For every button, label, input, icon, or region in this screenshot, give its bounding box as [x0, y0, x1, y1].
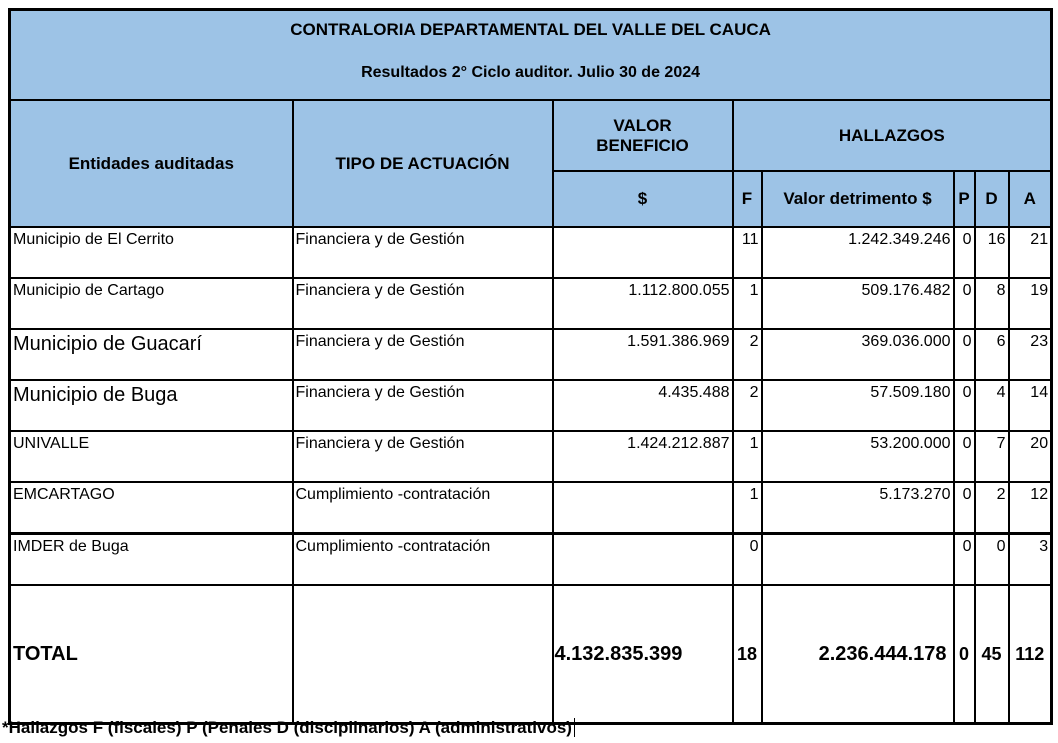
- table-row-el-cerrito: Municipio de El Cerrito Financiera y de …: [8, 227, 1053, 279]
- cell-findings-d: 8: [973, 278, 1010, 330]
- col-header-benefit-line1: VALOR: [613, 115, 672, 135]
- cell-findings-f: 1: [731, 482, 763, 535]
- cell-findings-p: 0: [952, 227, 976, 279]
- cell-benefit-value: [551, 227, 734, 279]
- total-label: TOTAL: [8, 585, 294, 725]
- cell-findings-d: 4: [973, 380, 1010, 432]
- cell-entity: Municipio de Buga: [8, 380, 294, 432]
- cell-findings-p: 0: [952, 431, 976, 483]
- cell-entity: UNIVALLE: [8, 431, 294, 483]
- total-findings-a: 112: [1007, 585, 1053, 725]
- cell-findings-f: 11: [731, 227, 763, 279]
- total-findings-f: 18: [731, 585, 763, 725]
- total-findings-d: 45: [973, 585, 1010, 725]
- cell-findings-a: 23: [1007, 329, 1053, 381]
- cell-findings-d: 6: [973, 329, 1010, 381]
- cell-findings-a: 20: [1007, 431, 1053, 483]
- footnote-text: *Hallazgos F (fiscales) P (Penales D (di…: [2, 718, 572, 737]
- cell-entity: EMCARTAGO: [8, 482, 294, 535]
- col-header-p: P: [952, 171, 976, 228]
- cell-action-type: Financiera y de Gestión: [291, 227, 554, 279]
- cell-detriment-value: 509.176.482: [760, 278, 955, 330]
- total-findings-p: 0: [952, 585, 976, 725]
- cell-action-type: Cumplimiento -contratación: [291, 533, 554, 586]
- cell-detriment-value: [760, 533, 955, 586]
- col-header-f: F: [731, 171, 763, 228]
- cell-findings-d: 16: [973, 227, 1010, 279]
- cell-findings-f: 0: [731, 533, 763, 586]
- cell-findings-f: 2: [731, 329, 763, 381]
- cell-findings-d: 0: [973, 533, 1010, 586]
- cell-benefit-value: [551, 482, 734, 535]
- cell-detriment-value: 1.242.349.246: [760, 227, 955, 279]
- cell-benefit-value: 1.424.212.887: [551, 431, 734, 483]
- cell-findings-a: 3: [1007, 533, 1053, 586]
- col-header-action-type: TIPO DE ACTUACIÓN: [291, 100, 554, 228]
- table-row-emcartago: EMCARTAGO Cumplimiento -contratación 1 5…: [8, 482, 1053, 535]
- table-row-buga: Municipio de Buga Financiera y de Gestió…: [8, 380, 1053, 432]
- cell-entity: IMDER de Buga: [8, 533, 294, 586]
- cell-findings-d: 2: [973, 482, 1010, 535]
- cell-findings-a: 14: [1007, 380, 1053, 432]
- header-row-1: Entidades auditadas TIPO DE ACTUACIÓN VA…: [8, 100, 1053, 228]
- cell-benefit-value: 1.112.800.055: [551, 278, 734, 330]
- cell-findings-f: 2: [731, 380, 763, 432]
- header-row-2: $ F Valor detrimento $ P D A: [10, 171, 1053, 228]
- cell-findings-p: 0: [952, 329, 976, 381]
- cell-detriment-value: 53.200.000: [760, 431, 955, 483]
- cell-action-type: Financiera y de Gestión: [291, 431, 554, 483]
- col-header-findings-group: HALLAZGOS: [731, 100, 1053, 172]
- col-header-d: D: [973, 171, 1010, 228]
- cell-detriment-value: 369.036.000: [760, 329, 955, 381]
- cell-benefit-value: 4.435.488: [551, 380, 734, 432]
- cell-entity: Municipio de Guacarí: [8, 329, 294, 381]
- cell-findings-p: 0: [952, 278, 976, 330]
- report-title: CONTRALORIA DEPARTAMENTAL DEL VALLE DEL …: [290, 20, 771, 39]
- col-header-detriment: Valor detrimento $: [760, 171, 955, 228]
- total-action-type: [291, 585, 554, 725]
- cell-entity: Municipio de Cartago: [8, 278, 294, 330]
- table-row-cartago: Municipio de Cartago Financiera y de Ges…: [8, 278, 1053, 330]
- cell-findings-p: 0: [952, 482, 976, 535]
- report-subtitle: Resultados 2° Ciclo auditor. Julio 30 de…: [361, 64, 701, 81]
- col-header-benefit: VALOR BENEFICIO: [551, 100, 734, 172]
- table-row-univalle: UNIVALLE Financiera y de Gestión 1.424.2…: [8, 431, 1053, 483]
- title-cell: CONTRALORIA DEPARTAMENTAL DEL VALLE DEL …: [8, 9, 1053, 101]
- cell-findings-p: 0: [952, 380, 976, 432]
- cell-findings-a: 21: [1007, 227, 1053, 279]
- cell-action-type: Financiera y de Gestión: [291, 329, 554, 381]
- table-row-guacari: Municipio de Guacarí Financiera y de Ges…: [8, 329, 1053, 381]
- footnote: *Hallazgos F (fiscales) P (Penales D (di…: [2, 718, 575, 738]
- cell-findings-d: 7: [973, 431, 1010, 483]
- text-cursor: [573, 718, 575, 737]
- table-row-imder: IMDER de Buga Cumplimiento -contratación…: [8, 533, 1053, 586]
- cell-findings-p: 0: [952, 533, 976, 586]
- col-header-benefit-line2: BENEFICIO: [596, 135, 689, 155]
- total-benefit-value: 4.132.835.399: [551, 585, 734, 725]
- cell-findings-a: 19: [1007, 278, 1053, 330]
- total-detriment-value: 2.236.444.178: [760, 585, 955, 725]
- cell-entity: Municipio de El Cerrito: [8, 227, 294, 279]
- cell-benefit-value: [551, 533, 734, 586]
- cell-detriment-value: 5.173.270: [760, 482, 955, 535]
- table-row-total: TOTAL 4.132.835.399 18 2.236.444.178 0 4…: [8, 585, 1053, 725]
- cell-benefit-value: 1.591.386.969: [551, 329, 734, 381]
- audit-results-table: CONTRALORIA DEPARTAMENTAL DEL VALLE DEL …: [8, 8, 1054, 725]
- cell-action-type: Cumplimiento -contratación: [291, 482, 554, 535]
- cell-action-type: Financiera y de Gestión: [291, 278, 554, 330]
- col-header-benefit-unit: $: [551, 171, 734, 228]
- col-header-a: A: [1007, 171, 1053, 228]
- cell-action-type: Financiera y de Gestión: [291, 380, 554, 432]
- cell-findings-f: 1: [731, 431, 763, 483]
- cell-detriment-value: 57.509.180: [760, 380, 955, 432]
- cell-findings-a: 12: [1007, 482, 1053, 535]
- cell-findings-f: 1: [731, 278, 763, 330]
- col-header-entities: Entidades auditadas: [8, 100, 294, 228]
- title-row: CONTRALORIA DEPARTAMENTAL DEL VALLE DEL …: [8, 9, 1053, 101]
